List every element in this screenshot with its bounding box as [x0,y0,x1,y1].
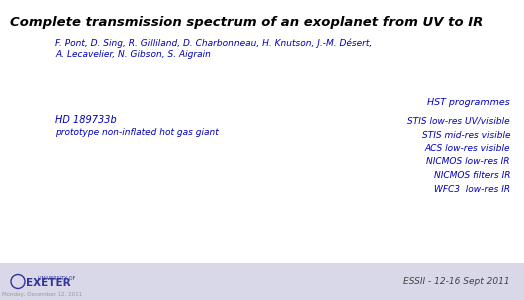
Text: A. Lecavelier, N. Gibson, S. Aigrain: A. Lecavelier, N. Gibson, S. Aigrain [55,50,211,59]
Text: NICMOS filters IR: NICMOS filters IR [433,171,510,180]
Text: Complete transmission spectrum of an exoplanet from UV to IR: Complete transmission spectrum of an exo… [10,16,483,29]
Text: prototype non-inflated hot gas giant: prototype non-inflated hot gas giant [55,128,219,137]
Text: F. Pont, D. Sing, R. Gilliland, D. Charbonneau, H. Knutson, J.-M. Désert,: F. Pont, D. Sing, R. Gilliland, D. Charb… [55,38,372,47]
Text: NICMOS low-res IR: NICMOS low-res IR [427,158,510,166]
Text: UNIVERSITY OF: UNIVERSITY OF [38,276,75,281]
Text: ESSII - 12-16 Sept 2011: ESSII - 12-16 Sept 2011 [403,277,510,286]
Text: STIS low-res UV/visible: STIS low-res UV/visible [407,117,510,126]
Text: WFC3  low-res IR: WFC3 low-res IR [434,184,510,194]
FancyBboxPatch shape [0,263,524,300]
Text: HST programmes: HST programmes [427,98,510,107]
Text: ACS low-res visible: ACS low-res visible [424,144,510,153]
Text: STIS mid-res visible: STIS mid-res visible [421,130,510,140]
Text: HD 189733b: HD 189733b [55,115,117,125]
Text: EXETER: EXETER [26,278,71,289]
Text: Monday, December 12, 2011: Monday, December 12, 2011 [2,292,82,297]
